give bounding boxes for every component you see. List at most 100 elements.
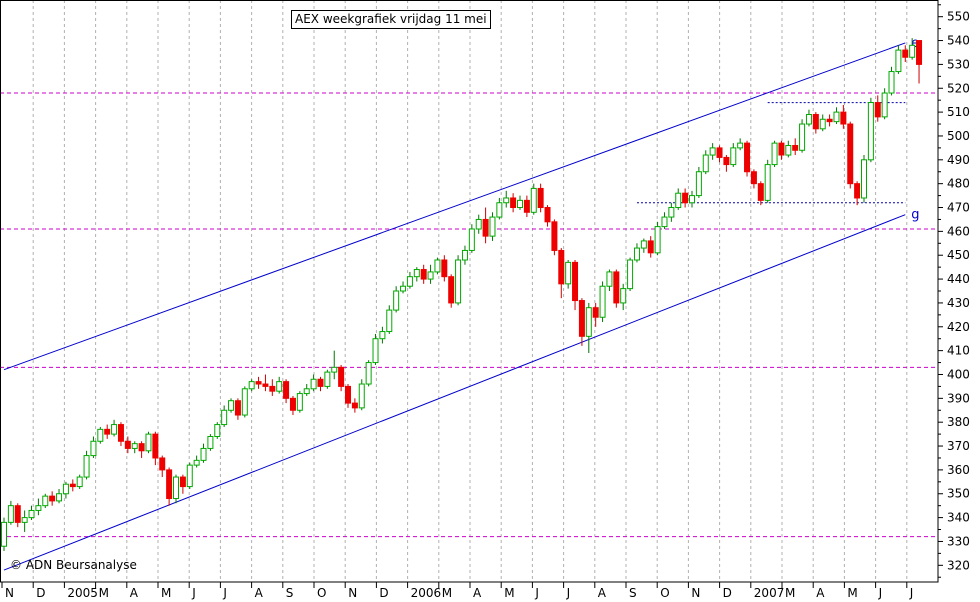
y-tick-label-17: 490 [947,153,970,167]
candle-body-61 [420,269,427,280]
candle-body-65 [448,276,455,304]
candle-body-106 [730,147,737,166]
candle-body-87 [599,285,606,318]
candle-body-100 [689,195,695,204]
y-tick-label-15: 470 [947,201,970,215]
candle-body-14 [97,428,104,442]
candle-body-129 [888,71,895,94]
y-tick-label-5: 370 [947,439,970,453]
candle-body-108 [744,142,751,173]
candle-body-15 [104,428,111,435]
candle-body-117 [805,113,812,125]
candle-body-113 [778,142,785,156]
candle-body-103 [709,147,716,156]
x-tick-label-29: J [909,586,914,600]
y-tick-label-13: 450 [947,248,970,262]
candle-body-3 [21,517,28,523]
x-tick-label-21: O [660,586,669,600]
x-tick-label-10: O [317,586,326,600]
candle-body-73 [503,197,510,204]
candle-body-114 [785,145,792,156]
candle-body-80 [551,221,558,251]
candle-body-85 [585,307,592,337]
x-tick-label-19: A [598,586,607,600]
candle-body-6 [42,495,49,507]
candle-body-99 [682,192,689,204]
candle-body-98 [675,192,682,209]
candle-body-48 [331,366,338,373]
candle-body-51 [351,402,358,409]
candle-body-92 [633,247,640,261]
y-tick-label-2: 340 [947,511,970,525]
x-tick-label-27: M [847,586,857,600]
candle-body-89 [613,271,620,304]
candle-body-124 [854,183,861,199]
candle-body-71 [489,216,496,237]
candle-body-56 [386,309,393,333]
candle-body-39 [269,385,276,392]
candle-body-58 [400,285,407,292]
candle-body-130 [895,49,902,73]
x-tick-label-0: N [5,586,14,600]
candle-body-24 [166,469,173,500]
y-tick-label-19: 510 [947,105,970,119]
candle-body-35 [241,388,248,416]
y-tick-label-10: 420 [947,320,970,334]
candle-body-16 [111,424,118,435]
candle-body-97 [668,207,675,218]
candle-body-93 [640,240,647,249]
x-tick-label-8: A [255,586,264,600]
candle-body-45 [310,378,317,390]
candle-body-26 [179,476,186,488]
candle-body-25 [173,476,179,500]
y-tick-label-14: 460 [947,224,970,238]
candle-body-127 [874,102,881,118]
x-tick-label-20: S [629,586,637,600]
candle-body-57 [393,290,400,311]
candle-body-63 [434,259,441,273]
x-tick-label-23: D [723,586,732,600]
trendline-g [3,214,906,571]
candle-body-116 [799,123,806,151]
candle-body-90 [620,288,627,304]
y-tick-label-1: 330 [947,534,970,548]
candle-body-21 [145,433,152,452]
x-tick-label-3: M [99,586,109,600]
candle-body-112 [771,142,778,166]
candle-body-8 [56,493,63,502]
candle-body-122 [840,111,847,125]
y-tick-label-7: 390 [947,391,970,405]
candle-body-123 [847,123,854,185]
candle-body-52 [358,383,365,409]
y-tick-label-4: 360 [947,463,970,477]
candle-body-120 [826,118,833,123]
candle-body-109 [750,171,757,185]
candle-body-64 [441,259,448,278]
candle-body-75 [517,199,523,209]
candle-body-43 [296,393,303,411]
candle-body-132 [909,44,916,58]
credit-label: © ADN Beursanalyse [10,558,137,572]
candle-body-37 [255,381,262,385]
y-tick-label-0: 320 [947,558,970,572]
x-tick-label-12: D [379,586,388,600]
candle-body-5 [35,505,42,511]
candle-body-60 [413,269,420,278]
candle-body-121 [833,111,840,123]
candle-body-70 [482,218,489,237]
candle-body-53 [365,362,372,385]
candle-body-94 [647,240,654,254]
y-tick-label-12: 440 [947,272,970,286]
candle-body-78 [537,187,544,209]
candle-body-0 [1,521,7,547]
trend-channel: eg [3,36,920,571]
candle-body-105 [723,156,730,166]
x-tick-label-4: A [130,586,139,600]
candle-body-95 [654,226,661,254]
candle-body-41 [283,381,290,399]
candle-body-12 [83,455,90,478]
grid-lines [32,0,908,582]
candle-body-47 [324,371,331,387]
y-tick-label-23: 550 [947,10,970,24]
candle-body-81 [558,249,565,285]
